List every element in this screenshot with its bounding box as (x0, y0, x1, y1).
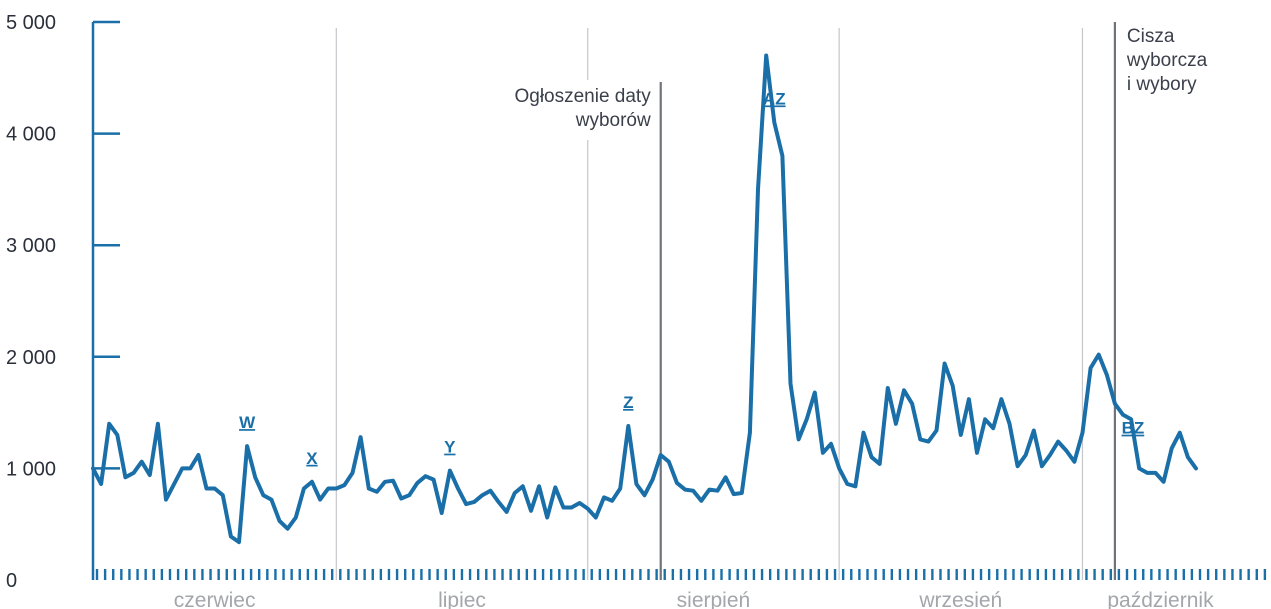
event-lines (475, 22, 1117, 580)
event-label-backdrop (475, 80, 656, 140)
event-label: Ogłoszenie daty (514, 86, 651, 107)
x-axis-day-ticks (95, 569, 1267, 580)
month-label: sierpień (677, 589, 751, 609)
month-label: październik (1107, 589, 1214, 609)
y-tick-label: 3 000 (6, 235, 56, 257)
label-layer: Ogłoszenie daty wyborów Cisza wyborcza i wyb… (174, 26, 1214, 609)
month-label: lipiec (438, 589, 486, 609)
point-annotation: AZ (763, 89, 786, 108)
y-tick-label: 5 000 (6, 12, 56, 34)
point-annotation: W (239, 413, 256, 432)
month-gridlines (335, 28, 1084, 580)
point-annotation: Z (623, 393, 633, 412)
month-label: wrzesień (918, 589, 1002, 609)
point-annotation: BZ (1122, 419, 1145, 438)
event-label: Cisza (1127, 26, 1175, 47)
y-axis: 0 1 000 2 000 3 000 4 000 5 000 (6, 12, 120, 592)
event-label: wyborcza (1126, 50, 1208, 71)
series-layer (91, 53, 1198, 545)
event-label: wyborów (575, 110, 651, 131)
event-label: i wybory (1127, 74, 1197, 95)
point-annotation: X (306, 449, 318, 468)
y-tick-label: 2 000 (6, 347, 56, 369)
point-annotation: Y (444, 438, 456, 457)
month-label: czerwiec (174, 589, 256, 609)
y-tick-label: 4 000 (6, 124, 56, 146)
series-line (91, 53, 1198, 545)
y-tick-label: 0 (6, 570, 17, 592)
y-tick-label: 1 000 (6, 458, 56, 480)
